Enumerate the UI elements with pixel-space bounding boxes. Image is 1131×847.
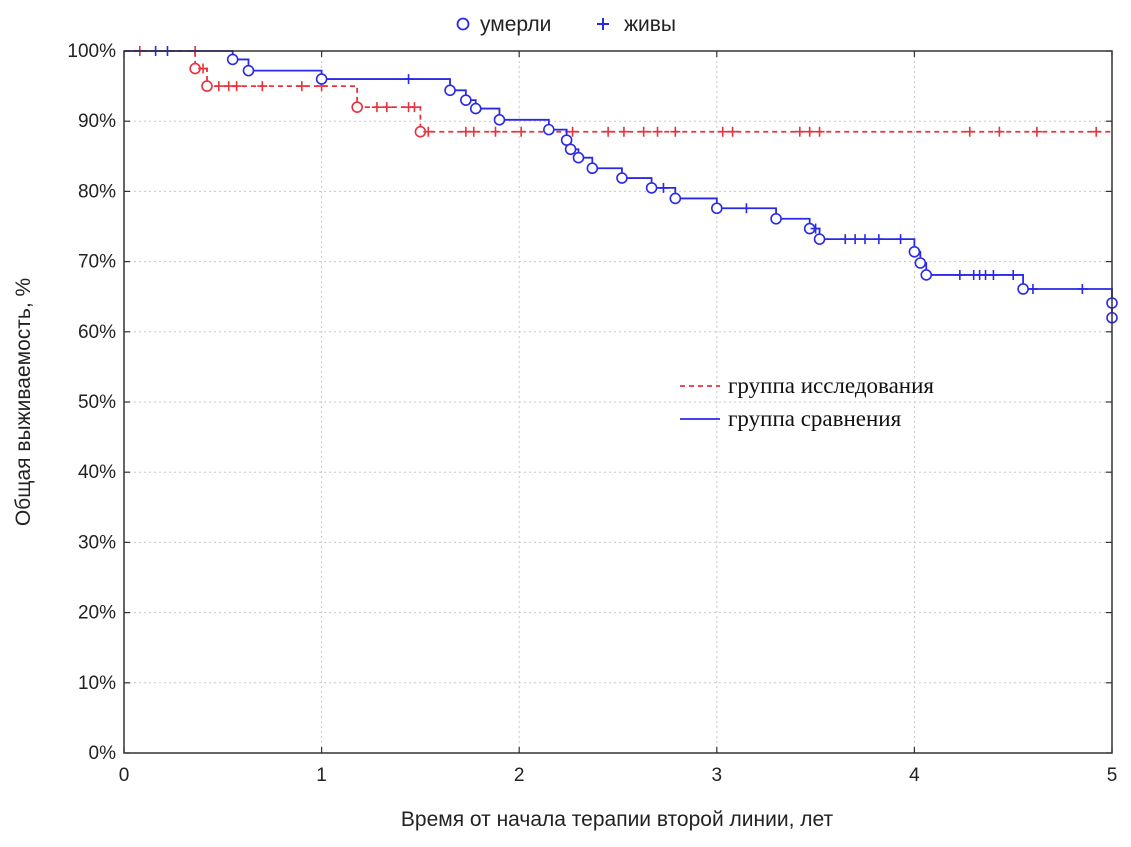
censored-marker [231,81,242,92]
censored-marker [296,81,307,92]
legend-study-group-label: группа исследования [728,373,934,398]
y-axis-ticks: 0% 10% 20% 30% 40% 50% 60% 70% 80% 90% 100% [67,41,1112,764]
death-marker [645,182,658,194]
marker-legend: умерли живы [456,13,676,36]
death-marker [543,123,555,136]
censored-marker [727,126,738,137]
grid-lines [124,51,1112,753]
y-tick-label: 100% [67,41,116,62]
censored-marker [717,126,728,137]
death-marker [444,84,456,97]
y-tick-label: 30% [78,532,116,553]
censored-marker [994,126,1005,137]
death-marker [564,143,577,156]
y-tick-label: 70% [78,252,116,273]
censored-marker [618,126,629,137]
x-axis-label: Время от начала терапии второй линии, ле… [401,808,834,831]
death-marker [813,233,826,245]
death-marker [493,113,506,126]
legend-plus-icon [597,18,609,30]
censored-marker [567,126,578,137]
y-tick-label: 90% [78,111,116,132]
death-marker [469,102,482,115]
x-tick-label: 0 [119,765,130,786]
censored-marker [638,126,649,137]
x-tick-label: 5 [1107,765,1118,786]
censored-marker [1027,283,1038,294]
death-marker [460,94,472,106]
censored-marker [964,126,975,137]
censored-marker [895,234,906,245]
death-marker [586,162,599,175]
death-marker [226,53,239,66]
death-marker [920,269,933,281]
censored-marker [840,234,851,245]
series-comparison-group [124,46,1118,324]
series-legend: группа исследования группа сравнения [680,373,934,431]
plot-frame [123,50,1113,754]
censored-marker [1077,283,1088,294]
y-tick-label: 50% [78,392,116,413]
censored-marker [516,126,527,137]
censored-marker [381,102,392,113]
legend-circle-icon [456,17,470,31]
censored-marker [257,81,268,92]
censored-marker [409,102,420,113]
censored-marker [490,126,501,137]
censored-marker [603,126,614,137]
x-tick-label: 2 [514,765,525,786]
censored-marker [804,126,815,137]
censored-marker [860,234,870,245]
x-tick-label: 3 [712,765,723,786]
y-tick-label: 60% [78,322,116,343]
death-marker [1017,283,1029,295]
censored-marker [810,223,821,234]
x-tick-label: 1 [316,765,327,786]
death-marker [315,73,328,85]
censored-marker [670,126,681,137]
death-marker [572,151,585,164]
y-tick-label: 10% [78,673,116,694]
death-marker [669,192,682,205]
y-tick-label: 80% [78,181,116,202]
x-tick-label: 4 [909,765,920,786]
death-marker [351,101,363,113]
death-marker [908,245,921,258]
censored-marker [954,269,965,280]
censored-marker [198,63,209,74]
censored-marker [794,126,805,137]
censored-marker [850,234,861,245]
legend-comparison-group-label: группа сравнения [728,406,902,431]
censored-marker [814,126,825,137]
death-marker [914,257,927,269]
censored-marker [213,81,224,92]
censored-marker [873,234,884,245]
death-marker [242,64,255,77]
y-tick-label: 20% [78,603,116,624]
survival-curve [124,50,1112,133]
death-marker [201,80,213,92]
legend-deceased-label: умерли [480,13,551,36]
censored-marker [652,126,663,137]
series-layer [124,46,1118,324]
censored-marker [1031,126,1042,137]
censored-marker [741,203,752,214]
censored-marker [423,126,434,137]
y-tick-label: 0% [89,743,117,764]
censored-marker [988,269,999,280]
censored-marker [403,74,414,85]
censored-marker [371,102,382,113]
death-marker [710,202,723,215]
death-marker [616,172,628,184]
censored-marker [1091,126,1102,137]
censored-marker [1008,269,1019,280]
death-marker [770,212,782,225]
y-axis-label: Общая выживаемость, % [12,278,35,526]
censored-marker [468,126,479,137]
censored-marker [658,182,669,193]
legend-alive-label: живы [624,13,676,36]
y-tick-label: 40% [78,462,116,483]
